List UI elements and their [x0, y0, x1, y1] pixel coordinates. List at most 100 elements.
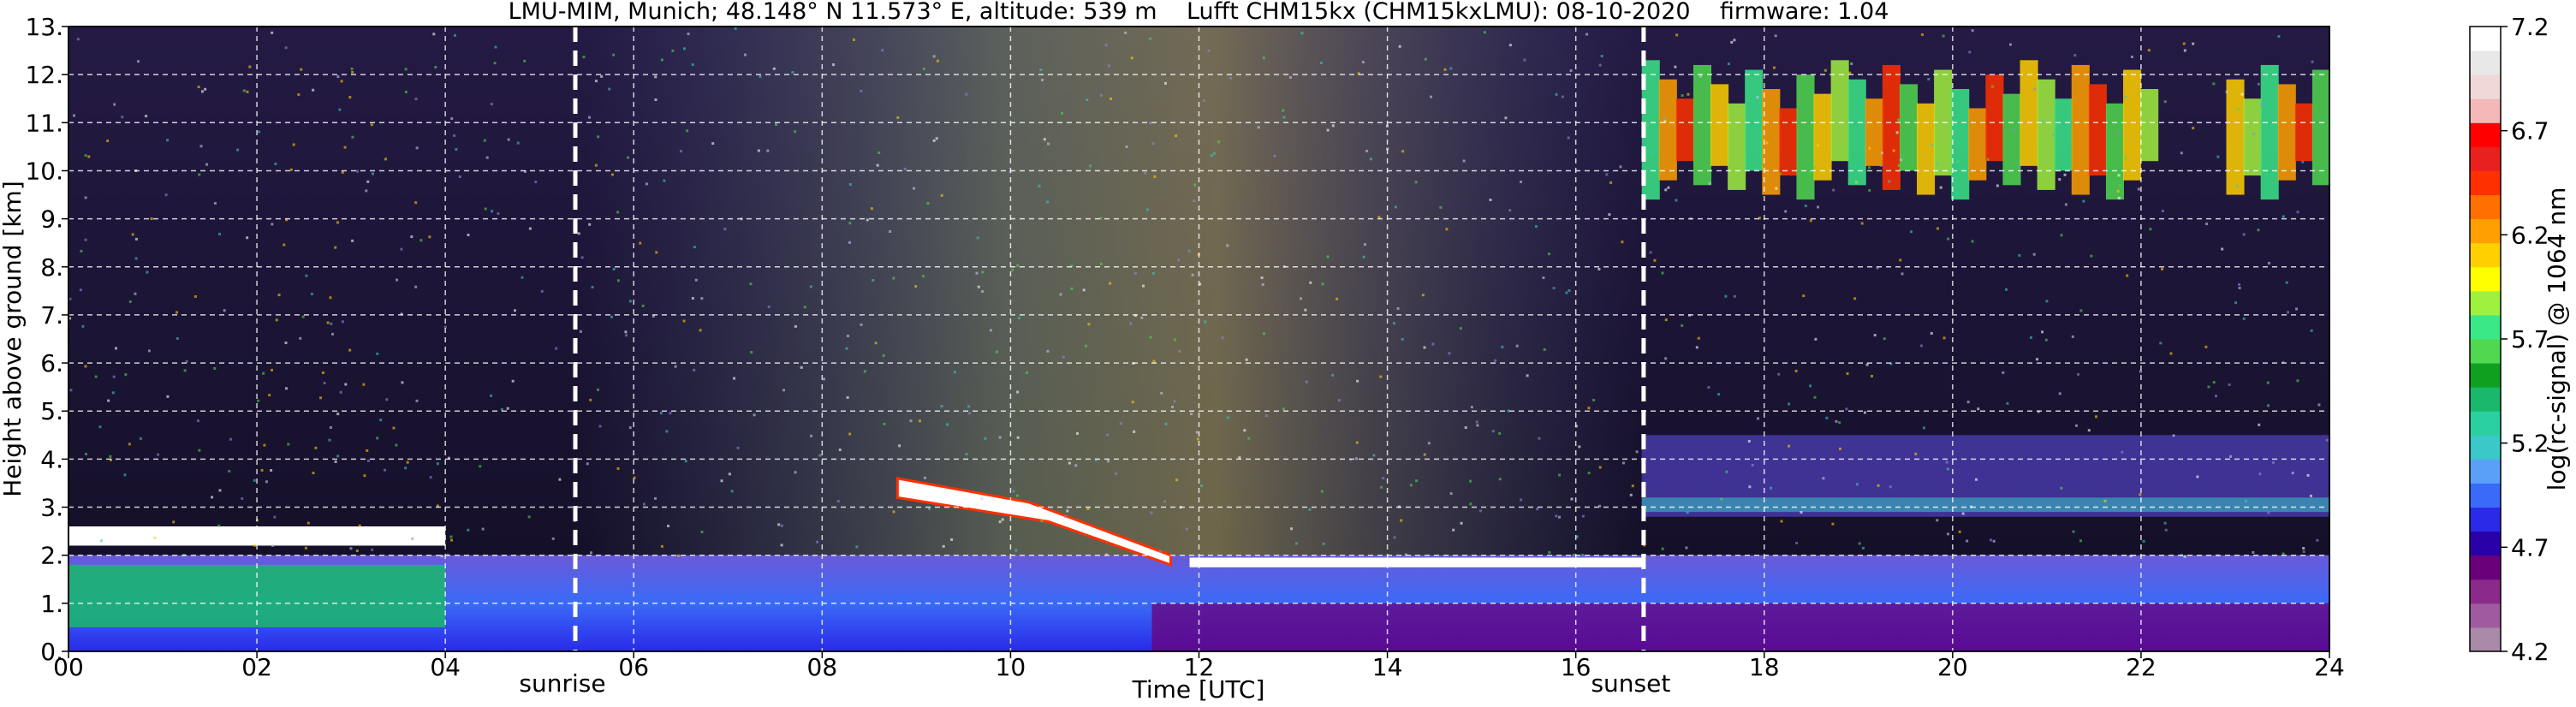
noise-speckle [1901, 272, 1904, 276]
noise-speckle [633, 476, 636, 479]
noise-speckle [406, 460, 409, 464]
cirrus-segment [1951, 89, 1970, 200]
noise-speckle [1784, 210, 1788, 213]
noise-speckle [131, 233, 134, 236]
noise-speckle [1498, 432, 1502, 436]
cirrus-segment [1658, 79, 1677, 181]
noise-speckle [1794, 369, 1798, 372]
noise-speckle [356, 169, 360, 173]
cirrus-segment [2002, 93, 2021, 186]
noise-speckle [1968, 50, 1972, 54]
noise-speckle [400, 312, 403, 316]
noise-speckle [1273, 154, 1276, 157]
noise-speckle [99, 539, 103, 543]
noise-speckle [1262, 332, 1265, 336]
noise-speckle [1733, 39, 1736, 42]
noise-speckle [700, 297, 704, 300]
noise-speckle [1854, 181, 1858, 184]
noise-speckle [981, 270, 985, 274]
noise-speckle [555, 347, 558, 350]
cirrus-segment [2088, 84, 2107, 176]
noise-speckle [366, 180, 370, 183]
noise-speckle [1804, 204, 1807, 207]
noise-speckle [940, 405, 943, 408]
noise-speckle [809, 285, 812, 288]
cirrus-segment [2037, 79, 2055, 190]
noise-speckle [1971, 240, 1974, 243]
noise-speckle [2238, 282, 2241, 286]
noise-speckle [1846, 372, 1849, 376]
noise-speckle [777, 523, 781, 526]
noise-speckle [794, 471, 797, 474]
noise-speckle [1922, 426, 1925, 430]
noise-speckle [728, 472, 731, 476]
colorbar-segment [2470, 531, 2501, 556]
noise-speckle [1331, 373, 1335, 377]
noise-speckle [1193, 199, 1196, 203]
noise-speckle [1104, 44, 1108, 47]
noise-speckle [1063, 515, 1067, 519]
noise-speckle [467, 233, 470, 236]
noise-speckle [1860, 222, 1864, 225]
noise-speckle [1685, 546, 1688, 550]
noise-speckle [1469, 479, 1472, 483]
cirrus-segment [1641, 60, 1660, 200]
noise-speckle [341, 170, 344, 174]
noise-speckle [2169, 352, 2173, 355]
noise-speckle [1508, 44, 1512, 47]
noise-speckle [429, 476, 432, 479]
noise-speckle [2058, 392, 2061, 395]
y-tick-label: 7. [40, 301, 63, 330]
noise-speckle [1452, 528, 1455, 532]
noise-speckle [883, 422, 886, 425]
noise-speckle [300, 68, 303, 71]
noise-speckle [975, 271, 979, 275]
noise-speckle [185, 359, 188, 363]
noise-speckle [1401, 150, 1405, 153]
x-tick-label: 22 [2126, 653, 2157, 681]
noise-speckle [395, 278, 398, 282]
noise-speckle [1561, 95, 1564, 98]
noise-speckle [404, 466, 408, 470]
noise-speckle [2161, 210, 2164, 213]
noise-speckle [1681, 324, 1684, 327]
noise-speckle [881, 49, 884, 52]
noise-speckle [81, 324, 85, 328]
noise-speckle [976, 236, 979, 240]
noise-speckle [598, 425, 602, 428]
noise-speckle [112, 375, 116, 378]
noise-speckle [1365, 149, 1369, 152]
noise-speckle [1523, 58, 1526, 62]
colorbar-segment [2470, 387, 2501, 412]
noise-speckle [639, 241, 642, 245]
colorbar-segment [2470, 579, 2501, 604]
noise-speckle [1464, 426, 1467, 430]
noise-speckle [1046, 349, 1050, 353]
noise-speckle [443, 325, 447, 329]
noise-speckle [2221, 247, 2224, 251]
noise-speckle [1282, 407, 1285, 411]
noise-speckle [2071, 335, 2074, 338]
noise-speckle [1971, 29, 1974, 33]
noise-speckle [660, 544, 663, 548]
noise-speckle [922, 67, 925, 70]
cirrus-segment [1693, 64, 1712, 186]
noise-speckle [744, 53, 747, 56]
noise-speckle [2252, 133, 2256, 136]
noise-speckle [935, 137, 938, 140]
cloud-1800m [1189, 557, 1642, 567]
noise-speckle [1520, 181, 1523, 184]
noise-speckle [164, 193, 168, 197]
noise-speckle [351, 239, 354, 242]
noise-speckle [2183, 555, 2186, 558]
noise-speckle [1363, 243, 1366, 247]
noise-speckle [892, 510, 895, 514]
noise-speckle [440, 555, 443, 558]
noise-speckle [432, 33, 436, 36]
noise-speckle [1084, 344, 1087, 348]
noise-speckle [1129, 322, 1133, 325]
noise-speckle [1813, 395, 1817, 399]
noise-speckle [340, 80, 343, 83]
noise-speckle [996, 350, 999, 354]
noise-speckle [321, 371, 324, 375]
